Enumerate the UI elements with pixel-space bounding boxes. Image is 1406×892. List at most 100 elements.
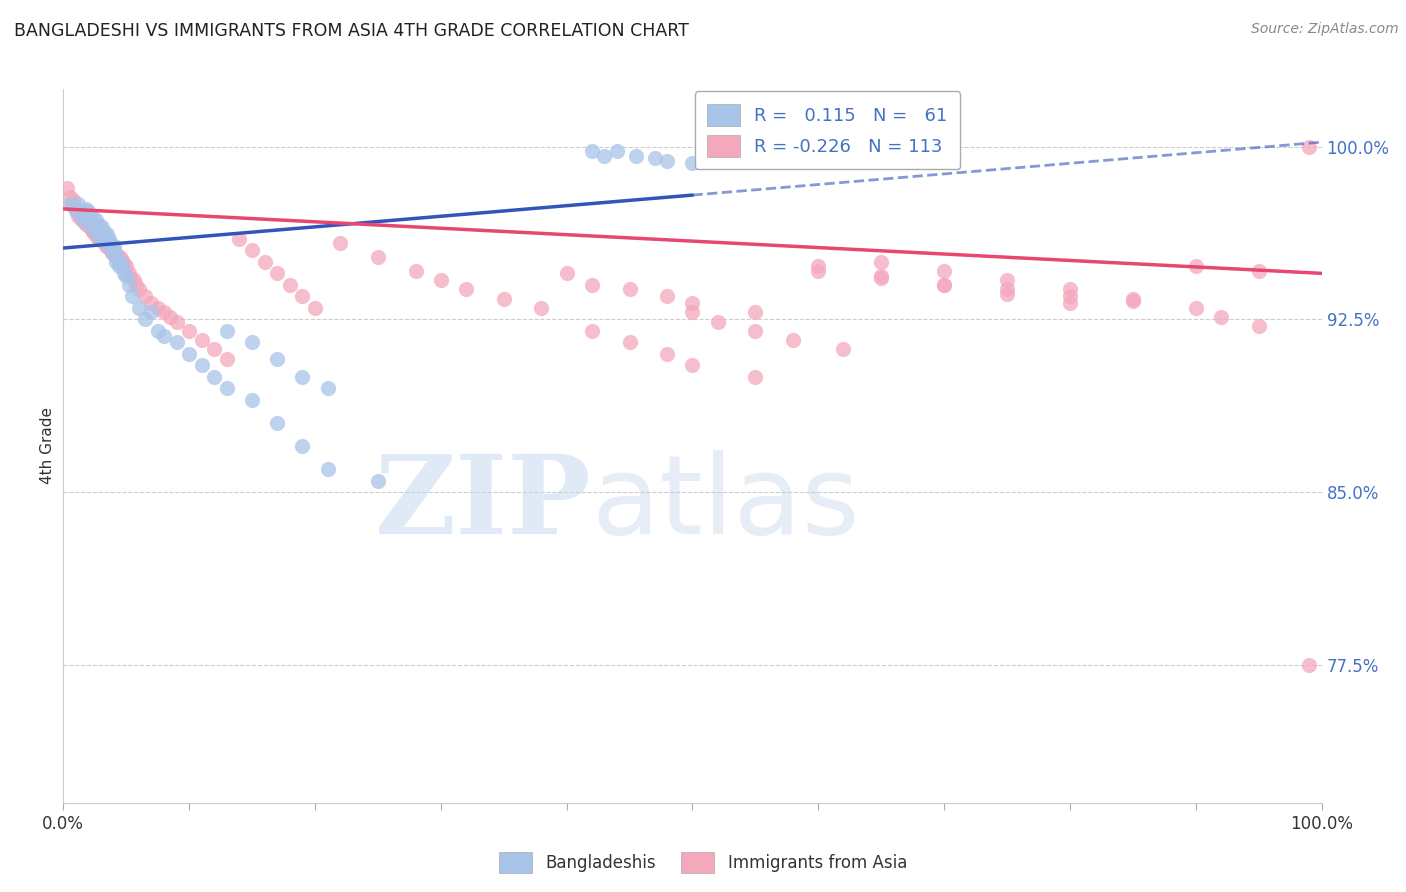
Point	[105, 250, 128, 264]
Point	[94, 236, 117, 251]
Point	[657, 347, 679, 361]
Point	[146, 324, 169, 338]
Point	[60, 197, 83, 211]
Point	[111, 260, 134, 274]
Point	[77, 204, 100, 219]
Point	[1298, 657, 1320, 672]
Point	[70, 211, 93, 226]
Point	[62, 193, 84, 207]
Point	[266, 416, 288, 430]
Point	[110, 255, 132, 269]
Legend: Bangladeshis, Immigrants from Asia: Bangladeshis, Immigrants from Asia	[492, 846, 914, 880]
Point	[215, 381, 238, 395]
Point	[96, 236, 118, 251]
Point	[101, 245, 124, 260]
Point	[215, 324, 238, 338]
Point	[83, 227, 105, 242]
Point	[581, 277, 603, 292]
Point	[100, 244, 122, 258]
Point	[67, 197, 90, 211]
Point	[97, 241, 120, 255]
Point	[80, 220, 103, 235]
Point	[153, 328, 176, 343]
Point	[79, 220, 101, 235]
Text: ZIP: ZIP	[375, 450, 592, 557]
Point	[105, 248, 128, 262]
Point	[179, 324, 201, 338]
Point	[807, 264, 830, 278]
Point	[657, 289, 679, 303]
Point	[75, 202, 97, 216]
Point	[115, 260, 138, 274]
Point	[93, 232, 115, 246]
Point	[682, 296, 704, 310]
Point	[79, 213, 101, 227]
Point	[67, 209, 90, 223]
Point	[304, 301, 326, 315]
Point	[657, 153, 679, 168]
Point	[266, 351, 288, 366]
Point	[89, 232, 111, 246]
Point	[240, 392, 263, 407]
Point	[76, 218, 98, 232]
Point	[84, 225, 107, 239]
Text: BANGLADESHI VS IMMIGRANTS FROM ASIA 4TH GRADE CORRELATION CHART: BANGLADESHI VS IMMIGRANTS FROM ASIA 4TH …	[14, 22, 689, 40]
Point	[593, 149, 616, 163]
Point	[530, 301, 553, 315]
Point	[91, 234, 114, 248]
Point	[253, 255, 276, 269]
Point	[80, 218, 103, 232]
Point	[86, 227, 108, 242]
Point	[105, 250, 128, 264]
Point	[66, 204, 89, 219]
Point	[90, 232, 112, 246]
Point	[63, 200, 86, 214]
Point	[104, 248, 127, 262]
Point	[1185, 301, 1208, 315]
Point	[934, 277, 956, 292]
Point	[98, 238, 121, 252]
Point	[103, 244, 125, 258]
Point	[644, 151, 666, 165]
Point	[108, 250, 131, 264]
Point	[1185, 260, 1208, 274]
Point	[91, 220, 114, 235]
Point	[141, 305, 163, 319]
Point	[606, 145, 628, 159]
Point	[291, 370, 314, 384]
Point	[1059, 289, 1081, 303]
Point	[107, 260, 129, 274]
Point	[96, 227, 118, 242]
Point	[94, 238, 117, 252]
Point	[624, 149, 647, 163]
Y-axis label: 4th Grade: 4th Grade	[39, 408, 55, 484]
Point	[1059, 283, 1081, 297]
Point	[782, 333, 804, 347]
Point	[190, 333, 212, 347]
Point	[73, 216, 96, 230]
Text: atlas: atlas	[592, 450, 860, 557]
Point	[70, 213, 93, 227]
Point	[619, 283, 641, 297]
Point	[682, 156, 704, 170]
Point	[1247, 319, 1270, 334]
Point	[90, 229, 112, 244]
Point	[555, 266, 578, 280]
Point	[83, 220, 105, 235]
Point	[112, 266, 135, 280]
Point	[69, 206, 91, 220]
Point	[128, 301, 150, 315]
Point	[832, 343, 855, 357]
Point	[87, 218, 110, 232]
Point	[82, 222, 104, 236]
Point	[1122, 292, 1144, 306]
Point	[934, 264, 956, 278]
Point	[215, 351, 238, 366]
Point	[159, 310, 181, 324]
Point	[72, 209, 94, 223]
Point	[202, 343, 225, 357]
Point	[58, 197, 80, 211]
Point	[682, 359, 704, 373]
Point	[807, 260, 830, 274]
Point	[744, 370, 766, 384]
